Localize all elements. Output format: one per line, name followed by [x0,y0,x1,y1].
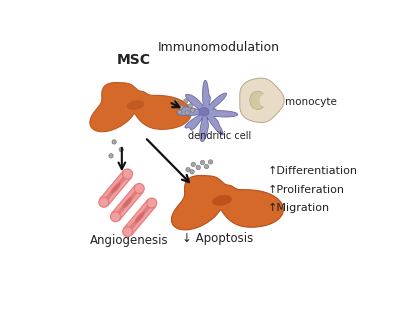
Text: Immunomodulation: Immunomodulation [158,41,280,54]
Ellipse shape [99,197,109,207]
Polygon shape [112,185,143,220]
Ellipse shape [127,100,144,110]
Polygon shape [172,175,283,230]
Polygon shape [124,200,156,235]
Ellipse shape [122,197,132,208]
Circle shape [112,140,116,144]
Circle shape [190,170,194,174]
Ellipse shape [111,183,120,194]
Text: monocyte: monocyte [285,97,337,107]
Text: ↑Migration: ↑Migration [268,202,330,213]
Text: Angiogenesis: Angiogenesis [90,234,168,247]
Ellipse shape [110,212,120,222]
Circle shape [174,100,178,104]
Circle shape [109,154,113,158]
Polygon shape [240,78,284,122]
Text: dendritic cell: dendritic cell [188,131,251,141]
Circle shape [185,110,189,115]
Polygon shape [177,80,238,142]
Polygon shape [114,187,141,218]
Circle shape [191,162,196,166]
Polygon shape [102,173,129,204]
Circle shape [119,148,123,152]
Ellipse shape [212,195,232,206]
Ellipse shape [260,94,271,107]
Text: ↑Proliferation: ↑Proliferation [268,185,345,195]
Circle shape [196,165,200,170]
Ellipse shape [122,169,132,179]
Ellipse shape [123,227,133,237]
Polygon shape [90,82,191,132]
Polygon shape [100,170,132,206]
Text: MSC: MSC [117,53,151,67]
Circle shape [179,105,183,109]
Ellipse shape [199,108,209,116]
Ellipse shape [134,184,144,193]
Text: ↑Differentiation: ↑Differentiation [268,166,358,176]
Circle shape [190,108,195,112]
Circle shape [188,104,192,108]
Ellipse shape [135,212,144,223]
Polygon shape [126,202,153,233]
Text: ↓ Apoptosis: ↓ Apoptosis [182,232,253,245]
Circle shape [208,160,213,164]
Ellipse shape [250,91,266,109]
Circle shape [200,160,205,165]
Circle shape [178,110,182,114]
Circle shape [186,167,190,172]
Circle shape [204,164,209,169]
Circle shape [184,99,188,103]
Ellipse shape [147,198,157,208]
